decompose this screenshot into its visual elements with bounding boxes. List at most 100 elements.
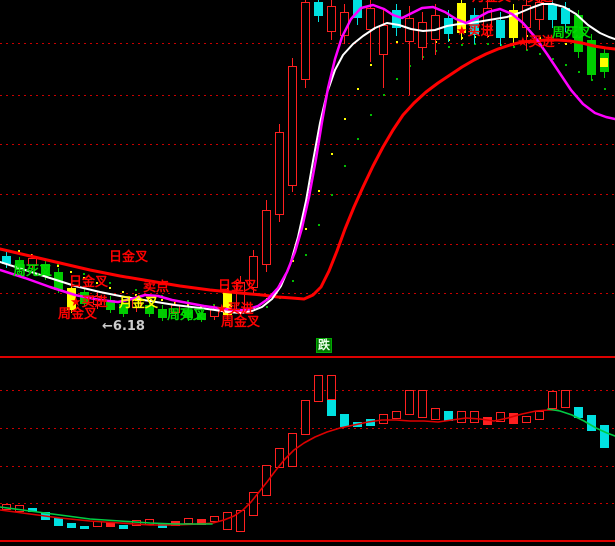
indicator-bar bbox=[145, 519, 154, 525]
indicator-bar bbox=[600, 425, 609, 448]
ma-dot-green bbox=[161, 295, 163, 297]
ma-dot-green bbox=[187, 300, 189, 302]
indicator-bar bbox=[457, 411, 466, 423]
indicator-bar bbox=[210, 516, 219, 522]
candlestick bbox=[509, 10, 518, 38]
indicator-bar bbox=[431, 408, 440, 420]
indicator-panel[interactable] bbox=[0, 357, 615, 546]
indicator-bar bbox=[509, 413, 518, 424]
annotation-label: ★买进 bbox=[70, 295, 108, 310]
ma-dot-green bbox=[305, 254, 307, 256]
candlestick bbox=[587, 40, 596, 75]
indicator-bar bbox=[522, 416, 531, 423]
ma-dot-green bbox=[57, 263, 59, 265]
gridline bbox=[0, 293, 615, 294]
candlestick bbox=[314, 2, 323, 16]
indicator-bar bbox=[366, 419, 375, 426]
ma-dot-green bbox=[370, 114, 372, 116]
candlestick bbox=[522, 5, 531, 28]
annotation-label: ★买进 bbox=[517, 35, 555, 50]
ma-dot-yellow bbox=[266, 298, 268, 300]
ma-dot-yellow bbox=[279, 283, 281, 285]
indicator-bar bbox=[301, 400, 310, 435]
candlestick bbox=[262, 210, 271, 265]
ma-dot-yellow bbox=[318, 190, 320, 192]
ma-dot-green bbox=[578, 71, 580, 73]
annotation-label: 周金叉 bbox=[58, 307, 98, 322]
indicator-bar bbox=[340, 414, 349, 427]
candlestick bbox=[353, 0, 362, 18]
indicator-bar bbox=[379, 414, 388, 424]
indicator-bar bbox=[2, 504, 11, 510]
candlestick bbox=[2, 256, 11, 264]
annotation-label: 周死叉 bbox=[167, 308, 207, 323]
indicator-bar bbox=[405, 390, 414, 415]
ma-dot-green bbox=[604, 88, 606, 90]
ma-dot-yellow bbox=[292, 260, 294, 262]
ma-dot-green bbox=[461, 44, 463, 46]
candlestick bbox=[366, 8, 375, 30]
candlestick bbox=[275, 132, 284, 215]
indicator-bar bbox=[314, 375, 323, 402]
indicator-bar bbox=[548, 391, 557, 409]
ma-dot-green bbox=[318, 224, 320, 226]
candlestick bbox=[418, 22, 427, 48]
indicator-bar bbox=[418, 390, 427, 418]
indicator-bar bbox=[41, 512, 50, 520]
ma-dot-yellow bbox=[305, 228, 307, 230]
panel-divider-line bbox=[0, 356, 615, 358]
candlestick bbox=[431, 15, 440, 40]
annotation-label: 日金叉 bbox=[109, 250, 149, 265]
ma-dot-green bbox=[135, 289, 137, 291]
indicator-bar bbox=[158, 524, 167, 528]
indicator-bar bbox=[80, 526, 89, 529]
ma-dot-green bbox=[396, 78, 398, 80]
indicator-bar bbox=[262, 465, 271, 496]
ma-dot-yellow bbox=[70, 271, 72, 273]
ma-dot-green bbox=[513, 46, 515, 48]
indicator-bar bbox=[444, 411, 453, 421]
indicator-bar bbox=[275, 448, 284, 468]
candlestick bbox=[561, 8, 570, 24]
annotation-label: 日金叉 bbox=[218, 279, 258, 294]
annotation-label: 周金叉 bbox=[221, 315, 261, 330]
candlestick bbox=[405, 18, 414, 42]
candlestick bbox=[496, 20, 505, 38]
ma-dot-green bbox=[344, 165, 346, 167]
indicator-bar bbox=[483, 417, 492, 425]
candlestick bbox=[301, 2, 310, 80]
indicator-bar bbox=[93, 521, 102, 527]
indicator-bar bbox=[184, 518, 193, 524]
candlestick bbox=[54, 272, 63, 290]
annotation-label: 周死叉 bbox=[552, 26, 592, 41]
ma-dot-yellow bbox=[396, 41, 398, 43]
gridline bbox=[0, 144, 615, 145]
annotation-label: 月金叉 ★买进 bbox=[472, 0, 553, 5]
bottom-axis-line bbox=[0, 540, 615, 542]
indicator-bar bbox=[249, 492, 258, 516]
ma-dot-yellow bbox=[331, 153, 333, 155]
indicator-bar bbox=[197, 519, 206, 525]
ma-dot-green bbox=[266, 306, 268, 308]
ma-dot-green bbox=[552, 58, 554, 60]
indicator-bar bbox=[15, 505, 24, 512]
ma-dot-yellow bbox=[370, 64, 372, 66]
indicator-bar bbox=[223, 512, 232, 530]
ma-dot-yellow bbox=[109, 287, 111, 289]
annotation-label: ★买进 bbox=[216, 302, 254, 317]
annotation-label: 月金叉 bbox=[119, 296, 159, 311]
indicator-bar bbox=[353, 422, 362, 427]
indicator-bar bbox=[119, 525, 128, 529]
gridline bbox=[0, 503, 615, 504]
price-status-badge: 跌 bbox=[316, 338, 333, 353]
ma-dot-yellow bbox=[357, 88, 359, 90]
candlestick bbox=[197, 313, 206, 320]
ma-dot-green bbox=[279, 297, 281, 299]
indicator-bar bbox=[132, 520, 141, 526]
indicator-bar bbox=[535, 411, 544, 420]
annotation-label: ★买进 bbox=[456, 24, 494, 39]
indicator-bar bbox=[327, 375, 336, 400]
annotation-label: 周死叉 bbox=[13, 264, 53, 279]
indicator-bar bbox=[171, 521, 180, 526]
